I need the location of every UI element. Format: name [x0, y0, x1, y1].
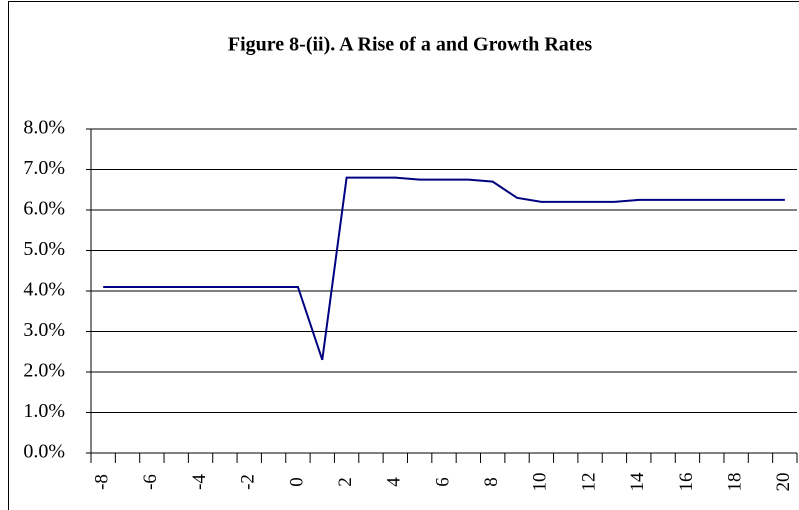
x-tick-label: -4: [189, 474, 210, 490]
y-tick-label: 3.0%: [23, 319, 65, 341]
y-tick-label: 7.0%: [23, 157, 65, 179]
y-tick-label: 1.0%: [23, 400, 65, 422]
x-tick-label: 14: [627, 472, 648, 492]
y-tick-label: 6.0%: [23, 198, 65, 220]
x-tick-label: 2: [335, 477, 356, 487]
x-tick-label: 20: [773, 473, 794, 492]
x-tick-label: 12: [578, 473, 599, 492]
x-tick-label: 8: [481, 477, 502, 487]
y-tick-label: 5.0%: [23, 238, 65, 260]
x-tick-label: -6: [140, 474, 161, 490]
x-tick-label: -2: [238, 474, 259, 490]
chart-title: Figure 8-(ii). A Rise of a and Growth Ra…: [228, 34, 592, 56]
y-tick-label: 8.0%: [23, 117, 65, 139]
x-tick-label: 16: [676, 473, 697, 492]
x-tick-label: 6: [432, 477, 453, 487]
chart-frame: [8, 1, 799, 510]
x-tick-label: 18: [724, 473, 745, 492]
y-tick-label: 4.0%: [23, 279, 65, 301]
data-line: [103, 176, 785, 361]
y-tick-label: 2.0%: [23, 360, 65, 382]
x-tick-label: 0: [286, 477, 307, 487]
x-tick-label: 4: [384, 477, 405, 487]
y-tick-label: 0.0%: [23, 441, 65, 463]
x-tick-label: 10: [530, 473, 551, 492]
x-tick-label: -8: [92, 474, 113, 490]
